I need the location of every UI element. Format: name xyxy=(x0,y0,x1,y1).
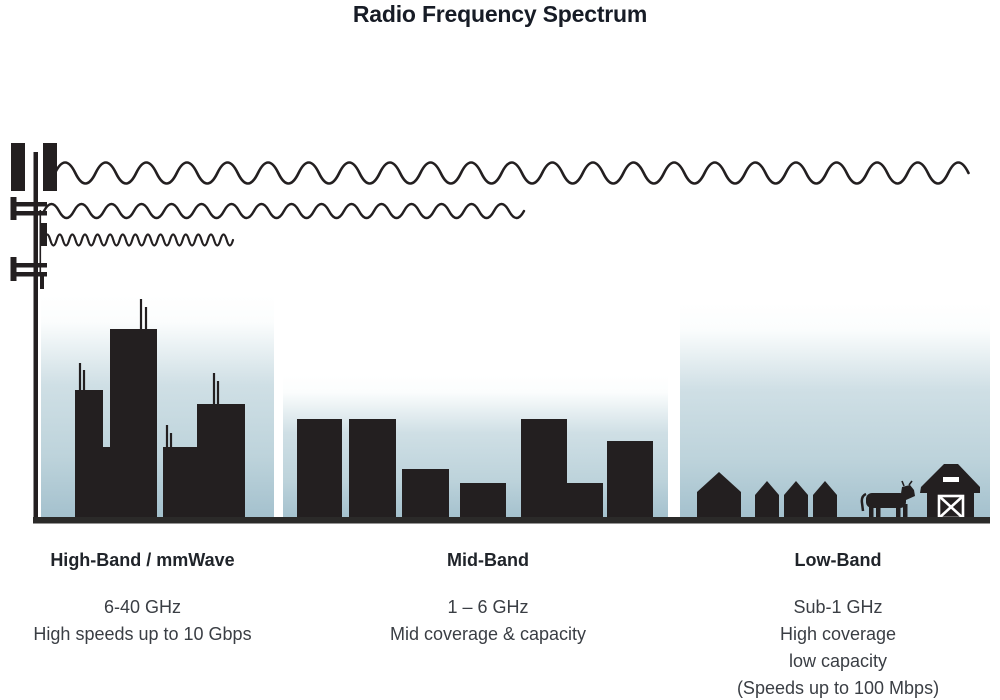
tower-stub xyxy=(40,275,44,289)
cow-horn xyxy=(901,480,905,487)
tower-top-left-antenna-panel xyxy=(11,143,25,191)
tower-pole xyxy=(33,152,38,520)
rural-scene xyxy=(697,464,980,520)
cow-head xyxy=(900,485,915,500)
house-icon xyxy=(813,481,837,519)
ground-line xyxy=(33,517,990,524)
building xyxy=(402,469,449,520)
low-band-label-group: Low-Band Sub-1 GHz High coverage low cap… xyxy=(694,550,982,700)
mid-band-frequency: 1 – 6 GHz xyxy=(447,597,529,617)
low-band-capacity: low capacity xyxy=(788,651,888,671)
skyscraper xyxy=(163,447,197,520)
page-title: Radio Frequency Spectrum xyxy=(352,1,648,27)
mid-rise-buildings-icon xyxy=(297,419,653,520)
building xyxy=(297,419,342,520)
high-band-frequency: 6-40 GHz xyxy=(103,597,182,617)
barn-door-cross xyxy=(938,495,964,519)
mid-band-label-group: Mid-Band 1 – 6 GHz Mid coverage & capaci… xyxy=(358,550,618,648)
low-band-heading: Low-Band xyxy=(794,550,882,570)
tower-crossbar xyxy=(16,263,47,268)
tower-crossbar xyxy=(16,272,47,277)
high-band-description: High speeds up to 10 Gbps xyxy=(33,624,252,644)
cow-tail xyxy=(860,492,867,512)
house-icon xyxy=(784,481,808,519)
low-band-coverage: High coverage xyxy=(779,624,897,644)
mid-band-wave-icon xyxy=(42,202,526,220)
tower-crossbar xyxy=(16,202,47,207)
barn-loft-window xyxy=(943,477,959,482)
high-band-label-group: High-Band / mmWave 6-40 GHz High speeds … xyxy=(15,550,270,648)
building xyxy=(460,483,506,520)
mid-band-description: Mid coverage & capacity xyxy=(389,624,587,644)
tower-low-antenna-panel xyxy=(10,257,17,281)
high-band-heading: High-Band / mmWave xyxy=(50,550,235,570)
skyscrapers-icon xyxy=(75,299,245,520)
low-band-speed: (Speeds up to 100 Mbps) xyxy=(736,678,940,698)
cow-horn xyxy=(908,480,913,486)
cow-leg xyxy=(896,504,901,519)
skyscraper xyxy=(110,329,157,520)
mid-band-heading: Mid-Band xyxy=(447,550,529,570)
building xyxy=(567,483,603,520)
cow-leg xyxy=(869,504,874,519)
tower-top-right-antenna-panel xyxy=(43,143,57,191)
skyscraper xyxy=(103,447,110,520)
building xyxy=(607,441,653,520)
building xyxy=(349,419,396,520)
cell-tower-icon xyxy=(10,143,57,520)
building xyxy=(521,419,567,520)
low-band-frequency: Sub-1 GHz xyxy=(793,597,883,617)
skyscraper xyxy=(75,390,103,520)
tower-side-antenna-panel xyxy=(40,223,47,246)
cow-leg xyxy=(876,504,881,519)
low-band-wave-icon xyxy=(53,161,970,185)
barn-icon xyxy=(920,464,980,520)
cow-icon xyxy=(860,480,915,519)
high-band-wave-icon xyxy=(42,233,235,247)
tower-crossbar xyxy=(16,211,47,216)
cow-leg xyxy=(903,504,908,519)
skyscraper xyxy=(197,404,245,520)
house-icon xyxy=(697,472,741,519)
house-icon xyxy=(755,481,779,519)
tower-mid-antenna-panel xyxy=(10,197,17,220)
